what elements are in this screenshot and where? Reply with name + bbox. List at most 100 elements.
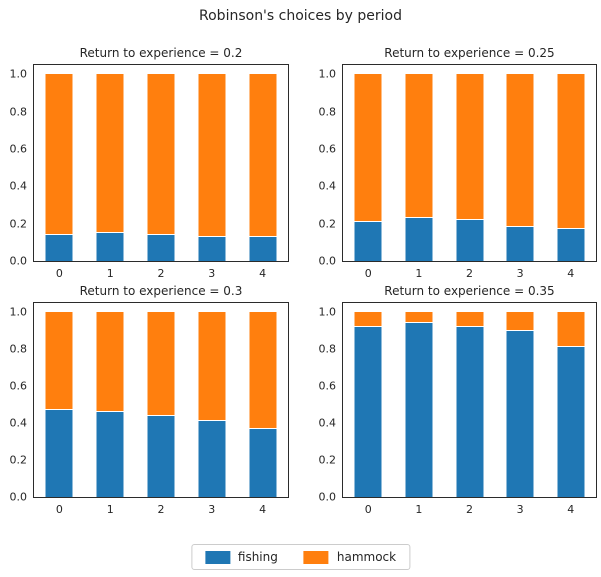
y-tick-label: 1.0	[9, 67, 28, 81]
x-tick-label: 1	[415, 267, 423, 280]
figure-title: Robinson's choices by period	[199, 8, 402, 24]
y-tick-label: 0.2	[318, 453, 337, 467]
y-tick-label: 0.6	[9, 379, 28, 393]
bar-segment-hammock	[198, 74, 226, 237]
stacked-bar	[249, 312, 277, 497]
y-tick-label: 0.0	[318, 490, 337, 504]
legend-swatch-fishing-icon	[204, 550, 230, 564]
bar-segment-hammock	[249, 74, 277, 237]
stacked-bar	[456, 74, 483, 261]
bar-segment-fishing	[557, 229, 585, 261]
bar-segment-hammock	[456, 74, 483, 220]
subplot-return-0.25: Return to experience = 0.25 0.0 0.2 0.4 0.6…	[319, 46, 597, 279]
x-tick-label: 1	[106, 503, 114, 516]
legend-swatch-hammock-icon	[303, 550, 329, 564]
bar-segment-fishing	[557, 347, 585, 497]
bar-segment-fishing	[506, 227, 534, 261]
bar-segment-fishing	[354, 327, 382, 497]
y-tick-label: 1.0	[318, 67, 337, 81]
x-tick-label: 2	[466, 267, 473, 280]
bar-segment-hammock	[249, 312, 277, 429]
x-tick-label: 4	[567, 503, 575, 516]
y-tick-label: 0.0	[318, 254, 337, 268]
plot-area: 0.0 0.2 0.4 0.6 0.8 1.0 0 1 2 3 4	[319, 64, 597, 279]
bar-segment-hammock	[354, 312, 382, 328]
stacked-bar	[405, 312, 433, 497]
bar-segment-hammock	[147, 312, 175, 416]
subplot-title: Return to experience = 0.3	[79, 284, 243, 298]
y-tick-label: 0.6	[318, 142, 337, 156]
legend-item-hammock: hammock	[303, 550, 397, 564]
stacked-bar	[45, 312, 73, 497]
stacked-bar	[557, 74, 585, 261]
y-tick-label: 0.0	[9, 490, 28, 504]
y-tick-label: 0.4	[318, 179, 337, 193]
y-tick-label: 0.4	[9, 416, 28, 430]
stacked-bar	[198, 312, 226, 497]
bar-segment-hammock	[506, 312, 534, 331]
y-tick-label: 0.2	[9, 217, 28, 231]
x-tick-label: 3	[208, 503, 216, 516]
subplot-title: Return to experience = 0.35	[384, 284, 555, 298]
legend-item-fishing: fishing	[204, 550, 278, 564]
bar-segment-fishing	[249, 428, 277, 497]
bar-segment-fishing	[96, 233, 124, 261]
stacked-bar	[456, 312, 483, 497]
x-tick-label: 1	[106, 267, 114, 280]
y-tick-label: 0.8	[318, 105, 337, 119]
stacked-bar	[506, 312, 534, 497]
bar-segment-hammock	[354, 74, 382, 222]
stacked-bar	[147, 312, 175, 497]
bar-segment-hammock	[506, 74, 534, 228]
x-tick-label: 0	[364, 267, 372, 280]
bar-segment-fishing	[147, 415, 175, 497]
x-tick-label: 4	[259, 503, 267, 516]
y-tick-label: 0.0	[9, 254, 28, 268]
x-tick-label: 4	[259, 267, 267, 280]
y-tick-label: 0.2	[9, 453, 28, 467]
legend: fishing hammock	[190, 544, 411, 570]
legend-label-fishing: fishing	[237, 550, 278, 564]
bar-segment-hammock	[456, 312, 483, 328]
subplot-return-0.3: Return to experience = 0.3 0.0 0.2 0.4 0.6 0…	[10, 284, 289, 515]
x-tick-label: 4	[567, 267, 575, 280]
stacked-bar	[506, 74, 534, 261]
plot-area: 0.0 0.2 0.4 0.6 0.8 1.0 0 1 2 3 4	[319, 302, 597, 515]
bar-segment-fishing	[456, 327, 483, 497]
bar-segment-fishing	[249, 236, 277, 261]
bar-segment-hammock	[45, 312, 73, 411]
bar-segment-fishing	[405, 323, 433, 497]
bar-segment-fishing	[45, 234, 73, 261]
x-tick-label: 0	[364, 503, 372, 516]
bar-segment-hammock	[557, 74, 585, 230]
bar-segment-hammock	[147, 74, 175, 235]
bar-segment-hammock	[405, 74, 433, 219]
bar-segment-hammock	[405, 312, 433, 324]
stacked-bar	[557, 312, 585, 497]
bar-segment-fishing	[198, 421, 226, 497]
subplot-return-0.2: Return to experience = 0.2 0.0 0.2 0.4 0.6 0…	[10, 46, 289, 279]
legend-label-hammock: hammock	[336, 550, 397, 564]
plot-area: 0.0 0.2 0.4 0.6 0.8 1.0 0 1 2 3 4	[10, 64, 289, 279]
y-tick-label: 1.0	[318, 305, 337, 319]
stacked-bar	[354, 74, 382, 261]
x-tick-label: 0	[55, 267, 63, 280]
x-tick-label: 1	[415, 503, 423, 516]
stacked-bar	[198, 74, 226, 261]
y-tick-label: 0.2	[318, 217, 337, 231]
bar-segment-fishing	[96, 412, 124, 497]
stacked-bar	[405, 74, 433, 261]
bar-segment-hammock	[198, 312, 226, 422]
y-tick-label: 0.8	[9, 105, 28, 119]
stacked-bar	[96, 312, 124, 497]
bar-segment-fishing	[506, 330, 534, 497]
y-tick-label: 0.6	[9, 142, 28, 156]
stacked-bar	[96, 74, 124, 261]
bar-segment-hammock	[557, 312, 585, 348]
x-tick-label: 3	[516, 503, 524, 516]
x-tick-label: 2	[157, 503, 165, 516]
subplot-return-0.35: Return to experience = 0.35 0.0 0.2 0.4 0.6…	[319, 284, 597, 515]
bar-segment-fishing	[456, 219, 483, 261]
x-tick-label: 2	[157, 267, 165, 280]
